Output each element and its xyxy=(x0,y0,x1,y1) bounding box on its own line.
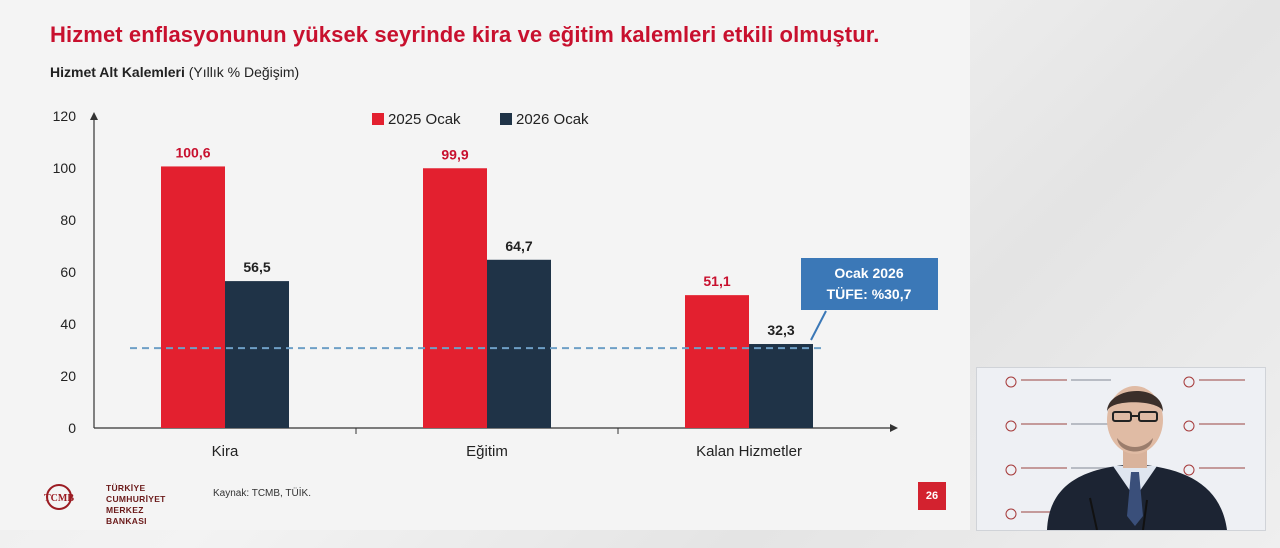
page-number-badge: 26 xyxy=(918,482,946,510)
legend-swatch-2025 xyxy=(372,113,384,125)
logo-line1: TÜRKİYE CUMHURİYET xyxy=(106,483,166,504)
x-category-label: Kalan Hizmetler xyxy=(696,443,802,460)
data-label-2026: 32,3 xyxy=(767,322,794,338)
bar-2026 xyxy=(225,281,289,428)
y-tick-label: 100 xyxy=(53,160,77,176)
data-label-2026: 64,7 xyxy=(505,238,532,254)
subtitle-unit: (Yıllık % Değişim) xyxy=(184,64,300,80)
bar-2025 xyxy=(423,168,487,428)
callout-box xyxy=(801,258,938,310)
callout-line1: Ocak 2026 xyxy=(834,265,903,281)
y-tick-label: 60 xyxy=(60,264,76,280)
y-tick-label: 120 xyxy=(53,108,77,124)
slide-title: Hizmet enflasyonunun yüksek seyrinde kir… xyxy=(50,22,880,47)
callout-line2: TÜFE: %30,7 xyxy=(827,286,912,302)
y-axis-arrow xyxy=(90,112,98,120)
bar-2026 xyxy=(487,259,551,428)
data-label-2025: 100,6 xyxy=(175,144,210,160)
x-axis-arrow xyxy=(890,424,898,432)
logo-line2: MERKEZ BANKASI xyxy=(106,505,147,526)
source-note: Kaynak: TCMB, TÜİK. xyxy=(213,488,311,499)
svg-text:TCMB: TCMB xyxy=(44,493,74,504)
bar-chart: 0 20 40 60 80 100 120 Kira 100,6 56,5 Eğitim 99,9 64… xyxy=(53,108,938,460)
data-label-2026: 56,5 xyxy=(243,259,270,275)
speaker-video-overlay xyxy=(976,367,1266,531)
speaker-video-image xyxy=(977,368,1265,530)
legend-label-2026: 2026 Ocak xyxy=(516,111,589,128)
bar-2025 xyxy=(161,166,225,428)
bar-2025 xyxy=(685,295,749,428)
y-tick-label: 40 xyxy=(60,316,76,332)
legend-swatch-2026 xyxy=(500,113,512,125)
logo-text: TÜRKİYE CUMHURİYET MERKEZ BANKASI xyxy=(106,483,179,527)
tcmb-logo-mark: TCMB xyxy=(44,484,74,510)
tcmb-logo: TCMB TÜRKİYE CUMHURİYET MERKEZ BANKASI xyxy=(44,483,179,526)
x-category-label: Eğitim xyxy=(466,443,508,460)
x-category-label: Kira xyxy=(212,443,239,460)
y-tick-label: 80 xyxy=(60,212,76,228)
bar-2026 xyxy=(749,344,813,428)
callout-pointer xyxy=(810,310,827,341)
data-label-2025: 51,1 xyxy=(703,273,730,289)
data-label-2025: 99,9 xyxy=(441,146,468,162)
presentation-slide: Hizmet enflasyonunun yüksek seyrinde kir… xyxy=(0,0,970,530)
legend-label-2025: 2025 Ocak xyxy=(388,111,461,128)
y-tick-label: 20 xyxy=(60,368,76,384)
subtitle-bold: Hizmet Alt Kalemleri xyxy=(50,64,185,80)
chart-subtitle: Hizmet Alt Kalemleri (Yıllık % Değişim) xyxy=(50,64,299,80)
y-tick-label: 0 xyxy=(68,420,76,436)
